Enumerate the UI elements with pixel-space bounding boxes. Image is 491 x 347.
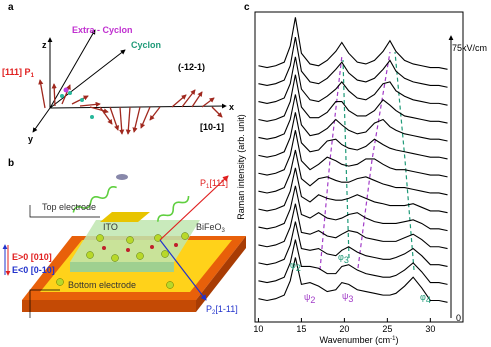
spectrum — [258, 130, 448, 178]
spectrum — [258, 203, 448, 250]
p2-main: P — [206, 304, 212, 314]
axis-label: x — [229, 102, 234, 112]
p2-label: P2[1-11] — [206, 304, 238, 316]
peak-sub: 3 — [344, 255, 349, 265]
spectrum — [258, 221, 448, 267]
x-label-sup: -1 — [390, 336, 396, 342]
spin-arrows — [38, 79, 223, 135]
ito-label: ITO — [103, 222, 118, 232]
wire — [29, 289, 60, 318]
x-label-text: Wavenumber (cm — [319, 335, 390, 345]
x-label-end: ) — [396, 335, 399, 345]
p1-sub: 1 — [31, 73, 35, 79]
spectrum — [258, 36, 448, 88]
p1-label: [111] P1 — [2, 67, 35, 79]
spectrum — [258, 167, 448, 214]
plot-frame — [254, 11, 464, 323]
panel-label: a — [8, 2, 14, 13]
bottom-electrode-label: Bottom electrode — [68, 280, 136, 290]
spectrum — [258, 112, 448, 160]
cyclon-label: Cyclon — [131, 40, 161, 50]
extra-cyclon-label: Extra - Cyclon — [72, 25, 133, 35]
p1-label: P1[111] — [200, 178, 228, 190]
panel-label: c — [244, 2, 250, 13]
p2-arrow — [159, 239, 207, 301]
spectrum — [258, 239, 448, 285]
peak-symbol: φ — [420, 292, 426, 302]
p2-sub: 2 — [212, 310, 216, 316]
atoms — [56, 232, 189, 289]
spectrum — [258, 94, 448, 142]
x-tick-label: 10 — [253, 324, 263, 334]
bfo-label: BiFeO3 — [196, 222, 226, 234]
wire — [29, 205, 100, 218]
peak-symbol: ψ — [342, 291, 348, 301]
bfo-sub: 3 — [222, 228, 226, 234]
fe-atoms — [102, 243, 178, 252]
p1-sub: 1 — [206, 184, 210, 190]
p1-dir: [111] — [209, 178, 228, 188]
spectrum — [258, 257, 448, 303]
p1-main: P — [25, 67, 31, 77]
cyclon-axis — [49, 49, 126, 109]
field-bottom-label: 0 — [456, 313, 461, 323]
axis-label: z — [42, 40, 47, 50]
e-pos-label: E>0 [010] — [12, 252, 52, 262]
peak-label: ψ2 — [304, 292, 315, 305]
lens — [116, 174, 128, 180]
plane-label: (-12-1) — [178, 62, 205, 72]
panel-label: b — [8, 158, 14, 169]
x-tick-label: 25 — [382, 324, 392, 334]
x-axis-label: Wavenumber (cm-1) — [319, 335, 398, 345]
e-neg-label: E<0 [0-10] — [12, 265, 55, 275]
spectrum — [258, 185, 448, 232]
panel-b: b Top electrode ITO BiFeO3 P1[111] P2[1-… — [2, 158, 246, 318]
x-tick-label: 20 — [339, 324, 349, 334]
peak-label: φ3 — [338, 252, 349, 265]
substrate-side — [196, 236, 246, 312]
peak-sub: 2 — [296, 263, 301, 273]
x-dir-label: [10-1] — [200, 122, 224, 132]
bfo-side — [70, 262, 174, 272]
spectrum — [258, 56, 448, 106]
axis-label: y — [28, 134, 33, 144]
p2-dir: [1-11] — [215, 304, 237, 314]
light-wave — [157, 195, 190, 222]
panel-a: a z x y [111] P1 Extra - Cyclon Cyclon (… — [2, 2, 234, 144]
panel-c: c Raman intensity (arb. unit) Wavenumber… — [236, 2, 487, 345]
peak-sub: 3 — [348, 294, 353, 304]
spectrum — [258, 17, 448, 70]
spectrum — [258, 149, 448, 196]
peak-symbol: ψ — [304, 292, 310, 302]
bfo-main: BiFeO — [196, 222, 222, 232]
x-tick-label: 30 — [425, 324, 435, 334]
substrate-side — [22, 300, 196, 312]
p1-dir: [111] — [2, 67, 22, 77]
p1-arrow — [159, 175, 229, 241]
peak-sub: 2 — [310, 295, 315, 305]
top-electrode-label: Top electrode — [42, 202, 96, 212]
light-wave — [72, 186, 117, 213]
x-axis — [49, 103, 227, 109]
peak-symbol: φ — [338, 252, 344, 262]
peak-label: φ2 — [290, 260, 301, 273]
extra-cyclon-axis — [49, 29, 96, 109]
peak-label: ψ3 — [342, 291, 353, 304]
p1-main: P — [200, 178, 206, 188]
top-electrode — [100, 212, 150, 222]
peak-sub: 4 — [426, 295, 431, 305]
peak-symbol: φ — [290, 260, 296, 270]
spectrum — [258, 74, 448, 124]
x-tick-label: 15 — [296, 324, 306, 334]
peak-label: φ4 — [420, 292, 431, 305]
cyclon-dots — [60, 87, 94, 119]
y-axis — [32, 107, 51, 133]
y-axis-label: Raman intensity (arb. unit) — [236, 114, 246, 220]
field-top-label: 75kV/cm — [452, 43, 487, 53]
